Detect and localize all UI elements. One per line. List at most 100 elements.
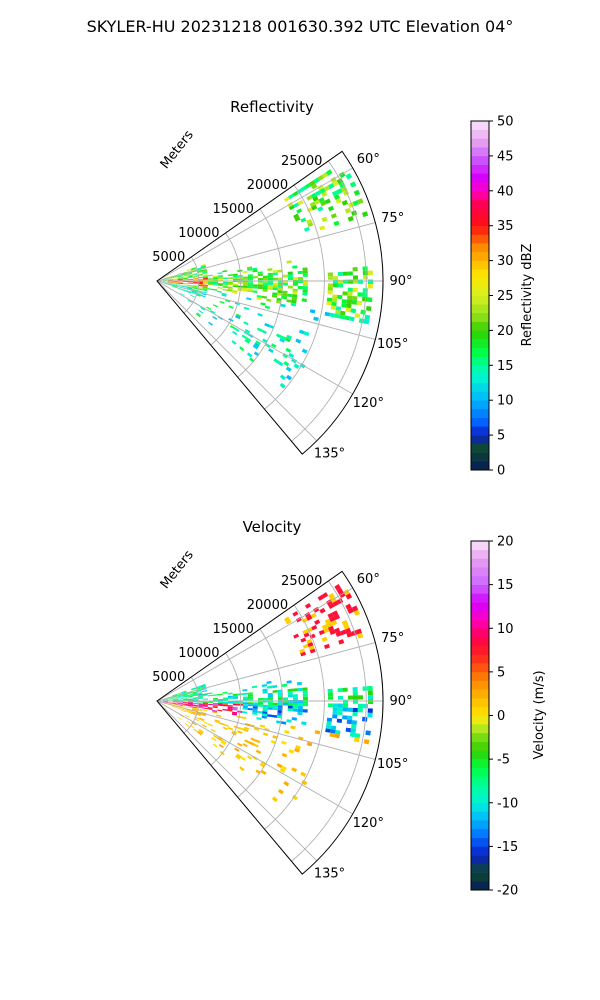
echo-gate [332, 279, 338, 284]
echo-gate [362, 296, 368, 302]
colorbar-swatch [471, 767, 489, 777]
echo-gate [262, 277, 268, 281]
echo-gate [357, 279, 363, 284]
azimuth-spoke [156, 587, 353, 702]
echo-gate [217, 693, 223, 696]
echo-gate [327, 692, 333, 697]
colorbar-tick-label: 5 [497, 429, 505, 444]
echo-gate [367, 690, 373, 696]
echo-gate [277, 285, 283, 289]
echo-gate [362, 275, 368, 280]
echo-gate [191, 708, 197, 711]
echo-gate [271, 684, 278, 689]
echo-gate [287, 293, 293, 298]
echo-gate [222, 277, 228, 280]
echo-gate [232, 703, 238, 706]
echo-gate [221, 292, 227, 296]
echo-gate [262, 711, 268, 715]
echo-gate [242, 743, 248, 748]
echo-gate [187, 276, 193, 279]
echo-gate [177, 282, 183, 284]
echo-gate [361, 211, 369, 218]
echo-gate [362, 270, 368, 276]
echo-gate [191, 688, 197, 691]
echo-gate [257, 698, 263, 701]
echo-gate [240, 756, 246, 761]
radial-tick-label: 15000 [212, 622, 253, 637]
reflectivity-colorbar-label: Reflectivity dBZ [520, 244, 535, 347]
echo-gate [297, 708, 303, 713]
echo-gate [207, 692, 213, 695]
echo-gate [277, 689, 283, 693]
echo-gate [227, 697, 233, 700]
echo-gate [227, 283, 233, 286]
echo-gate [357, 708, 363, 713]
echo-gate [167, 277, 173, 279]
echo-gate [267, 685, 273, 689]
azimuth-spoke [156, 700, 353, 815]
echo-gate [257, 282, 263, 285]
echo-gate [246, 352, 253, 358]
echo-gate [287, 691, 293, 695]
echo-gate [247, 276, 253, 279]
echo-gate [330, 725, 337, 730]
echo-gate [232, 273, 238, 276]
echo-gate [222, 726, 228, 730]
echo-gate [262, 282, 268, 285]
echo-gate [271, 796, 278, 803]
reflectivity-radial-axis-label: Meters [158, 128, 197, 172]
echo-gate [172, 697, 178, 699]
echo-gate [309, 648, 316, 654]
echo-gate [227, 289, 233, 292]
radial-tick-label: 25000 [281, 574, 322, 589]
echo-gate [176, 707, 182, 710]
echo-gate [217, 737, 223, 742]
echo-gate [207, 694, 213, 697]
range-ring [237, 208, 283, 378]
echo-gate [187, 696, 193, 698]
echo-gate [301, 779, 308, 786]
echo-gate [277, 694, 283, 698]
echo-gate [367, 685, 373, 691]
echo-gate [325, 724, 332, 730]
echo-gate [167, 279, 173, 281]
echo-gate [267, 702, 273, 706]
echo-gate [216, 290, 223, 293]
echo-gate [162, 698, 168, 700]
echo-gate [340, 629, 347, 636]
echo-gate [323, 627, 330, 634]
echo-gate [262, 697, 268, 701]
colorbar-swatch [471, 785, 489, 795]
echo-gate [177, 704, 183, 706]
echo-gate [323, 185, 331, 192]
echo-gate [281, 740, 287, 745]
echo-gate [227, 286, 233, 289]
echo-gate [285, 347, 292, 353]
echo-gate [272, 285, 278, 288]
echo-gate [217, 279, 223, 281]
echo-gate [182, 279, 188, 281]
echo-gate [312, 196, 319, 202]
echo-gate [242, 696, 248, 699]
echo-gate [253, 743, 259, 748]
echo-gate [187, 275, 193, 277]
echo-gate [212, 282, 218, 285]
echo-gate [287, 285, 293, 289]
echo-gate [292, 708, 298, 712]
echo-gate [182, 285, 188, 288]
echo-gate [332, 703, 338, 708]
echo-gate [162, 280, 168, 281]
colorbar-swatch [471, 549, 489, 559]
echo-gate [243, 728, 249, 732]
range-ring [291, 160, 367, 442]
colorbar-swatch [471, 173, 489, 183]
echo-gate [286, 299, 292, 303]
echo-gate [253, 727, 260, 731]
echo-gate [350, 728, 357, 734]
echo-gate [292, 688, 298, 692]
echo-gate [252, 290, 258, 293]
echo-gate [235, 755, 241, 760]
colorbar-swatch [471, 461, 489, 471]
echo-gate [285, 619, 292, 625]
echo-gate [337, 707, 343, 712]
